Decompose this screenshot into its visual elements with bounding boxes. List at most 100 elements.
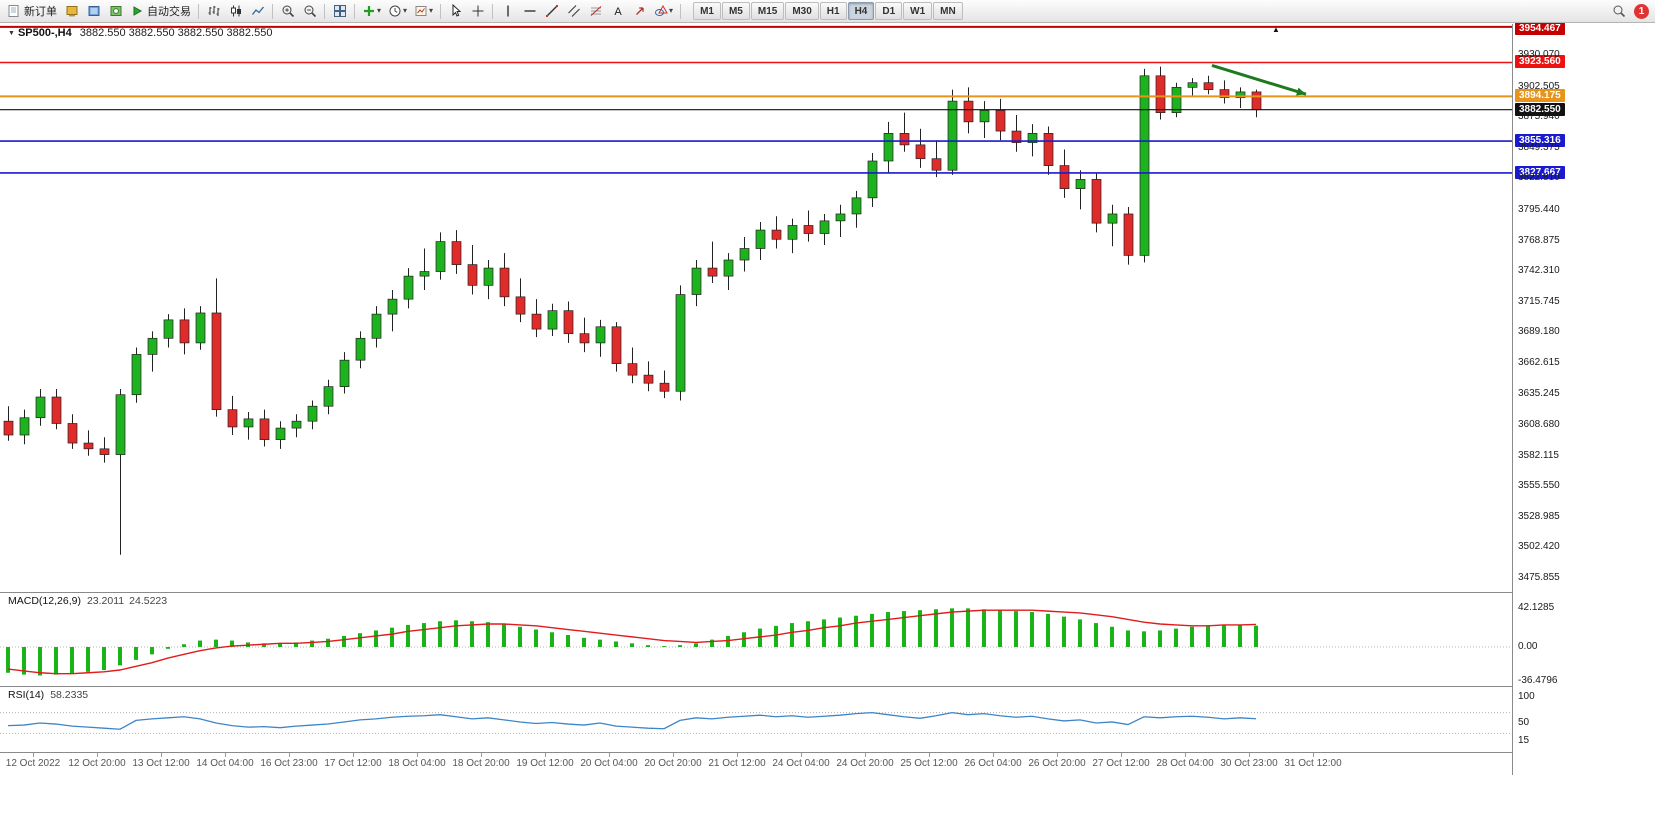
fibonacci-button[interactable] bbox=[585, 2, 606, 21]
macd-histogram-bar bbox=[790, 623, 794, 647]
candle-down bbox=[803, 225, 814, 234]
macd-histogram-bar bbox=[1206, 625, 1210, 647]
price-axis[interactable]: 3954.467 3923.560 3894.175 3882.550 3855.316… bbox=[1512, 22, 1655, 775]
timeframe-button-w1[interactable]: W1 bbox=[903, 2, 933, 20]
macd-histogram-bar bbox=[166, 647, 170, 649]
templates-button[interactable]: ▾ bbox=[411, 2, 436, 21]
candlestick-chart-icon bbox=[230, 5, 241, 17]
macd-histogram-bar bbox=[342, 635, 346, 647]
price-axis-label: 3795.440 bbox=[1518, 204, 1560, 215]
data-window-button[interactable] bbox=[83, 2, 104, 21]
timeframe-button-d1[interactable]: D1 bbox=[875, 2, 903, 20]
timeframe-button-m30[interactable]: M30 bbox=[785, 2, 819, 20]
equidistant-channel-button[interactable] bbox=[563, 2, 584, 21]
timeframe-button-h4[interactable]: H4 bbox=[847, 2, 875, 20]
arrows-tool-button[interactable] bbox=[629, 2, 650, 21]
macd-signal-line bbox=[7, 609, 1257, 675]
macd-histogram-bar bbox=[678, 645, 682, 647]
time-axis-tick bbox=[993, 753, 994, 757]
navigator-icon bbox=[110, 6, 121, 16]
macd-indicator-plot[interactable] bbox=[0, 593, 1512, 686]
zoom-out-button[interactable] bbox=[299, 2, 320, 21]
tile-windows-icon bbox=[333, 5, 346, 17]
price-axis-label: 3930.070 bbox=[1518, 49, 1560, 60]
timeframe-button-m15[interactable]: M15 bbox=[750, 2, 785, 20]
chevron-down-icon: ▾ bbox=[669, 6, 674, 15]
macd-histogram-bar bbox=[710, 639, 714, 647]
candle-down bbox=[579, 333, 590, 344]
macd-histogram-bar bbox=[1014, 611, 1018, 647]
macd-histogram-bar bbox=[1078, 619, 1082, 647]
time-axis-tick bbox=[1249, 753, 1250, 757]
rsi-value: 58.2335 bbox=[50, 689, 89, 701]
macd-histogram-bar bbox=[582, 637, 586, 647]
cursor-button[interactable] bbox=[445, 2, 466, 21]
vertical-line-button[interactable] bbox=[497, 2, 518, 21]
auto-trading-button[interactable]: 自动交易 bbox=[127, 2, 194, 21]
macd-axis-label: 42.1285 bbox=[1518, 602, 1555, 614]
chart-shift-marker[interactable]: ▲ bbox=[1272, 25, 1280, 34]
macd-histogram-bar bbox=[838, 617, 842, 647]
timeframe-button-m5[interactable]: M5 bbox=[721, 2, 750, 20]
candle-up bbox=[1027, 133, 1038, 143]
channel-icon bbox=[567, 5, 580, 17]
candle-up bbox=[691, 267, 702, 295]
candle-up bbox=[483, 267, 494, 286]
macd-histogram-bar bbox=[966, 608, 970, 647]
indicators-button[interactable]: ▾ bbox=[359, 2, 384, 21]
macd-panel-splitter[interactable] bbox=[0, 592, 1655, 593]
chart-symbol-period: SP500-,H4 bbox=[17, 27, 72, 39]
price-chart-plot[interactable] bbox=[0, 24, 1512, 592]
timeframe-button-m1[interactable]: M1 bbox=[693, 2, 721, 20]
price-axis-label: 3742.310 bbox=[1518, 265, 1560, 277]
time-axis-label: 14 Oct 04:00 bbox=[196, 758, 254, 769]
shapes-button[interactable]: ▾ bbox=[651, 2, 676, 21]
trendline-button[interactable] bbox=[541, 2, 562, 21]
candle-down bbox=[995, 109, 1006, 132]
search-button[interactable] bbox=[1608, 2, 1629, 21]
candle-down bbox=[51, 396, 62, 424]
trend-arrow-line[interactable] bbox=[1211, 64, 1307, 96]
notification-badge[interactable]: 1 bbox=[1634, 3, 1649, 19]
candlestick-chart-button[interactable] bbox=[225, 2, 246, 21]
candle-up bbox=[883, 133, 894, 162]
market-watch-button[interactable] bbox=[61, 2, 82, 21]
new-order-icon bbox=[8, 5, 19, 17]
text-tool-button[interactable]: A bbox=[607, 2, 628, 21]
candle-up bbox=[195, 312, 206, 344]
candle-down bbox=[1091, 179, 1102, 224]
macd-histogram-bar bbox=[918, 610, 922, 647]
cursor-icon bbox=[452, 4, 461, 17]
time-axis[interactable]: 12 Oct 2022 12 Oct 20:00 13 Oct 12:00 14 Oc… bbox=[0, 753, 1512, 775]
zoom-in-button[interactable] bbox=[277, 2, 298, 21]
macd-histogram-bar bbox=[182, 644, 186, 647]
crosshair-button[interactable] bbox=[467, 2, 488, 21]
timeframe-button-mn[interactable]: MN bbox=[933, 2, 963, 20]
macd-histogram-bar bbox=[134, 647, 138, 660]
periods-button[interactable]: ▾ bbox=[385, 2, 410, 21]
price-line-badge: 3954.467 bbox=[1515, 22, 1565, 35]
price-axis-label: 3662.615 bbox=[1518, 356, 1560, 368]
rsi-panel-splitter[interactable] bbox=[0, 686, 1655, 687]
navigator-button[interactable] bbox=[105, 2, 126, 21]
rsi-indicator-plot[interactable] bbox=[0, 687, 1512, 752]
trend-arrow-head bbox=[1296, 87, 1306, 96]
macd-axis-label: 0.00 bbox=[1518, 641, 1538, 652]
candle-down bbox=[563, 310, 574, 335]
bar-chart-button[interactable] bbox=[203, 2, 224, 21]
macd-histogram-bar bbox=[886, 612, 890, 647]
timeframe-button-h1[interactable]: H1 bbox=[819, 2, 847, 20]
horizontal-line-button[interactable] bbox=[519, 2, 540, 21]
line-chart-button[interactable] bbox=[247, 2, 268, 21]
macd-histogram-bar bbox=[854, 615, 858, 647]
macd-name: MACD(12,26,9) bbox=[8, 595, 81, 607]
macd-histogram-bar bbox=[822, 619, 826, 647]
new-order-button[interactable]: 新订单 bbox=[4, 2, 60, 21]
text-tool-icon: A bbox=[614, 6, 622, 18]
tile-windows-button[interactable] bbox=[329, 2, 350, 21]
candle-up bbox=[1235, 91, 1246, 99]
rsi-axis-label: 15 bbox=[1518, 735, 1530, 747]
price-line-badge: 3923.560 bbox=[1515, 55, 1565, 69]
price-axis-label: 3822.810 bbox=[1518, 172, 1560, 184]
time-axis-tick bbox=[161, 753, 162, 757]
